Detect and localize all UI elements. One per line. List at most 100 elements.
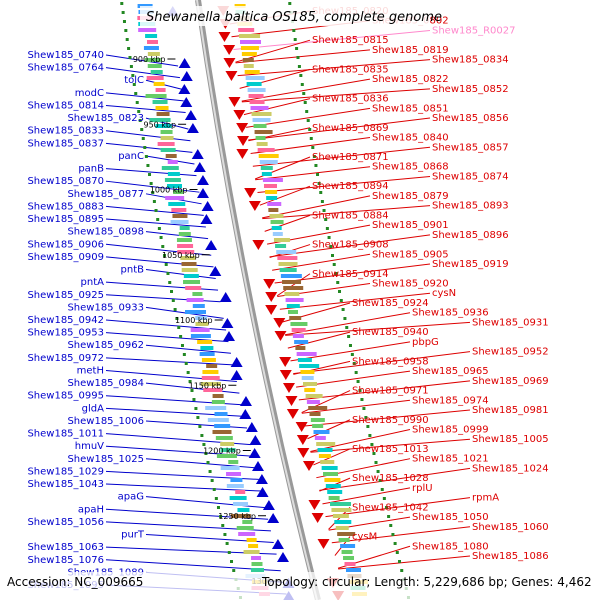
- reverse-gene-arrow: [317, 539, 330, 549]
- feature-band: [211, 400, 225, 404]
- gene-label-left: Shew185_0972: [27, 353, 104, 364]
- feature-band: [272, 232, 283, 236]
- feature-band: [185, 286, 202, 290]
- feature-band: [251, 112, 272, 116]
- feature-band: [244, 70, 260, 74]
- gene-label-left: Shew185_1025: [67, 454, 144, 465]
- label-connector: [241, 88, 431, 103]
- label-connector: [233, 29, 431, 50]
- gc-dot: [339, 299, 343, 302]
- gene-label-right: Shew185_0965: [412, 366, 489, 377]
- feature-band: [246, 82, 262, 86]
- label-connector: [105, 104, 186, 113]
- feature-band: [247, 88, 266, 92]
- gc-dot: [134, 92, 138, 95]
- label-connector: [145, 155, 195, 165]
- gene-label-left: Shew185_1076: [27, 555, 104, 566]
- feature-band: [267, 202, 282, 206]
- feature-band: [284, 292, 300, 296]
- gc-dot: [210, 479, 214, 482]
- feature-band: [190, 334, 211, 338]
- feature-band: [249, 100, 265, 104]
- reverse-gene-arrow: [302, 461, 315, 471]
- gc-dot: [212, 488, 216, 491]
- reverse-gene-arrow: [263, 279, 276, 289]
- gc-dot: [341, 308, 345, 311]
- reverse-gene-arrow: [236, 149, 249, 159]
- gene-label-right: Shew185_0835: [312, 64, 389, 75]
- feature-band: [181, 268, 198, 272]
- forward-gene-arrow: [178, 84, 191, 94]
- feature-band: [242, 520, 253, 524]
- feature-band: [289, 316, 302, 320]
- gc-dot: [154, 209, 158, 212]
- feature-band: [240, 40, 262, 44]
- gene-label-left: panC: [118, 151, 144, 162]
- gc-dot: [330, 254, 334, 257]
- feature-band: [147, 40, 159, 44]
- reverse-gene-arrow: [233, 110, 246, 120]
- feature-band: [266, 196, 278, 200]
- feature-band: [282, 280, 302, 284]
- gc-dot: [358, 389, 362, 392]
- gc-dot: [316, 173, 320, 176]
- feature-band: [325, 484, 341, 488]
- reverse-gene-arrow: [311, 513, 324, 523]
- feature-band: [197, 340, 213, 344]
- gc-dot: [300, 83, 304, 86]
- feature-band: [230, 478, 243, 482]
- feature-band: [299, 364, 320, 368]
- feature-band: [207, 418, 229, 422]
- genome-backbone-highlight: [196, 0, 318, 600]
- feature-band: [292, 334, 304, 338]
- feature-band: [145, 34, 158, 38]
- gc-dot: [382, 497, 386, 500]
- gene-label-right: Shew185_0852: [432, 84, 509, 95]
- feature-band: [147, 64, 162, 68]
- reverse-gene-arrow: [265, 305, 278, 315]
- feature-band: [338, 538, 350, 542]
- feature-band: [226, 484, 244, 488]
- gene-label-right: Shew185_0896: [432, 230, 509, 241]
- gc-dot: [204, 452, 208, 455]
- label-connector: [105, 92, 184, 102]
- gc-dot: [157, 227, 161, 230]
- forward-gene-arrow: [267, 513, 280, 523]
- feature-band: [295, 346, 306, 350]
- label-connector: [145, 231, 209, 240]
- feature-band: [340, 544, 356, 548]
- feature-band: [238, 532, 256, 536]
- feature-band: [320, 460, 335, 464]
- gc-dot: [188, 380, 192, 383]
- gc-dot: [370, 443, 374, 446]
- forward-gene-arrow: [248, 448, 261, 458]
- feature-band: [199, 352, 215, 356]
- gc-dot: [164, 263, 168, 266]
- feature-band: [161, 166, 179, 170]
- feature-band: [317, 448, 333, 452]
- feature-band: [257, 148, 275, 152]
- feature-band: [250, 106, 269, 110]
- accession-text: Accession: NC_009665: [7, 575, 143, 589]
- feature-band: [291, 328, 306, 332]
- feature-band: [261, 172, 272, 176]
- scale-label: 1050 kbp: [162, 251, 200, 260]
- feature-band: [178, 232, 191, 236]
- label-connector: [322, 487, 411, 505]
- gene-label-left: Shew185_0909: [27, 252, 104, 263]
- gene-label-left: Shew185_0870: [27, 176, 104, 187]
- gc-dot: [200, 434, 204, 437]
- feature-band: [300, 370, 315, 374]
- label-connector: [235, 49, 371, 64]
- feature-band: [276, 250, 297, 254]
- feature-band: [228, 460, 239, 464]
- feature-band: [285, 298, 304, 302]
- gc-dot: [161, 245, 165, 248]
- label-connector: [304, 409, 471, 427]
- feature-band: [256, 142, 268, 146]
- feature-band: [262, 178, 283, 182]
- gene-label-left: Shew185_1011: [27, 429, 104, 440]
- gene-label-left: tolC: [124, 75, 144, 86]
- feature-band: [240, 46, 259, 50]
